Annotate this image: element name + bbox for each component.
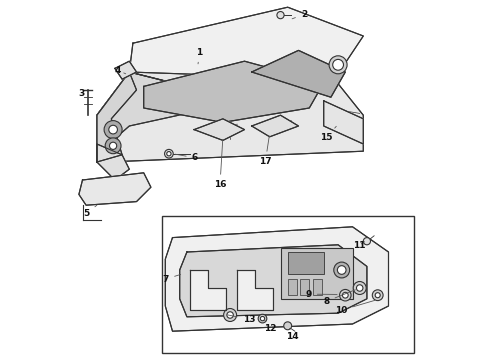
Polygon shape xyxy=(190,270,226,310)
Circle shape xyxy=(223,309,236,321)
Polygon shape xyxy=(115,61,136,79)
Polygon shape xyxy=(79,173,151,205)
Polygon shape xyxy=(251,50,345,97)
Polygon shape xyxy=(251,115,298,137)
Circle shape xyxy=(276,12,284,19)
Polygon shape xyxy=(97,72,136,162)
Bar xyxy=(287,279,296,295)
Circle shape xyxy=(352,282,366,294)
Polygon shape xyxy=(97,72,363,162)
Text: 13: 13 xyxy=(227,315,255,324)
Circle shape xyxy=(283,322,291,330)
Circle shape xyxy=(371,290,382,301)
Circle shape xyxy=(226,312,233,318)
Text: 2: 2 xyxy=(291,10,306,19)
Polygon shape xyxy=(129,7,363,101)
Polygon shape xyxy=(323,101,363,144)
Text: 8: 8 xyxy=(323,290,355,306)
Circle shape xyxy=(332,59,343,70)
Circle shape xyxy=(363,238,370,245)
Polygon shape xyxy=(143,61,323,122)
Polygon shape xyxy=(237,270,273,310)
Circle shape xyxy=(258,314,266,323)
Bar xyxy=(162,216,413,353)
Bar xyxy=(300,279,309,295)
Polygon shape xyxy=(179,245,366,317)
Circle shape xyxy=(260,316,264,321)
Circle shape xyxy=(164,149,173,158)
Circle shape xyxy=(108,125,117,134)
Bar xyxy=(312,279,321,295)
Circle shape xyxy=(333,262,349,278)
Text: 12: 12 xyxy=(264,320,276,333)
Circle shape xyxy=(328,56,346,74)
Circle shape xyxy=(356,285,362,291)
Bar xyxy=(287,252,323,274)
Polygon shape xyxy=(97,144,129,180)
Circle shape xyxy=(105,138,121,154)
Circle shape xyxy=(339,289,350,301)
Text: 11: 11 xyxy=(352,241,365,250)
Polygon shape xyxy=(165,227,387,331)
Polygon shape xyxy=(194,119,244,140)
Text: 9: 9 xyxy=(305,289,336,299)
Text: 16: 16 xyxy=(213,140,226,189)
Circle shape xyxy=(374,293,380,298)
Circle shape xyxy=(166,152,171,156)
Polygon shape xyxy=(97,72,244,151)
Text: 14: 14 xyxy=(285,328,298,341)
Text: 5: 5 xyxy=(83,205,97,217)
Circle shape xyxy=(109,142,117,149)
Text: 6: 6 xyxy=(175,153,198,162)
Circle shape xyxy=(342,292,347,298)
Text: 15: 15 xyxy=(320,126,336,142)
Text: 3: 3 xyxy=(79,89,88,98)
Text: 17: 17 xyxy=(259,136,271,166)
Text: 4: 4 xyxy=(114,66,125,75)
Bar xyxy=(280,248,352,299)
Text: 7: 7 xyxy=(163,274,180,284)
Circle shape xyxy=(337,266,346,274)
Text: 1: 1 xyxy=(196,48,202,64)
Text: 10: 10 xyxy=(334,300,374,315)
Circle shape xyxy=(104,121,122,139)
